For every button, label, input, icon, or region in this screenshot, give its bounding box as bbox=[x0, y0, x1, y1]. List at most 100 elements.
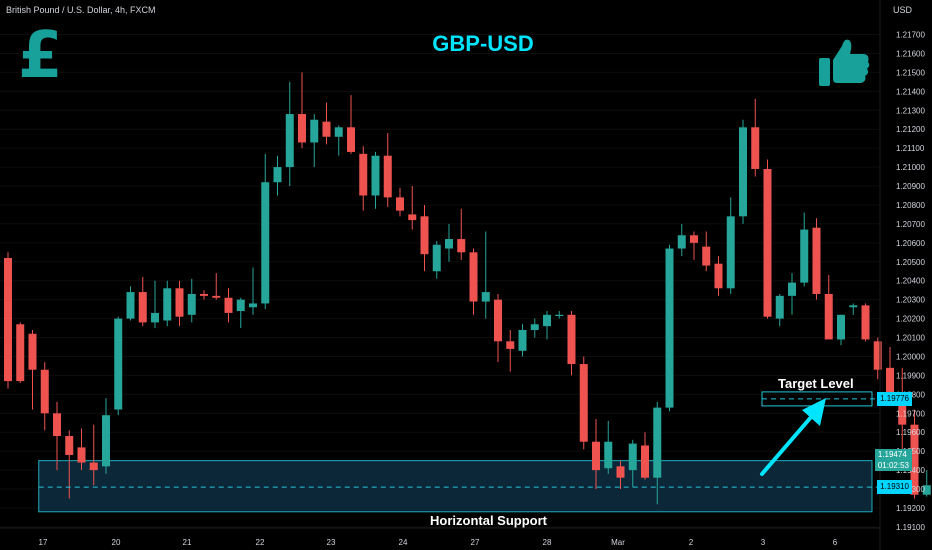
candle-body[interactable] bbox=[200, 293, 208, 296]
candle-body[interactable] bbox=[800, 229, 809, 283]
candle-body[interactable] bbox=[910, 424, 919, 495]
candle-body[interactable] bbox=[187, 293, 196, 315]
candle-body[interactable] bbox=[824, 293, 833, 340]
instrument-header: British Pound / U.S. Dollar, 4h, FXCM bbox=[6, 5, 156, 15]
candle-body[interactable] bbox=[714, 263, 723, 289]
candle-body[interactable] bbox=[873, 341, 882, 370]
candle-body[interactable] bbox=[359, 153, 368, 196]
candle-body[interactable] bbox=[543, 314, 551, 327]
candle-body[interactable] bbox=[273, 167, 282, 183]
x-tick-label: 2 bbox=[689, 538, 694, 547]
candle-body[interactable] bbox=[102, 415, 110, 467]
candle-body[interactable] bbox=[481, 292, 490, 302]
candle-body[interactable] bbox=[89, 462, 98, 471]
candle-body[interactable] bbox=[751, 127, 760, 169]
candle-body[interactable] bbox=[151, 312, 159, 323]
candle-body[interactable] bbox=[445, 239, 453, 249]
candle-body[interactable] bbox=[163, 288, 172, 321]
candle-body[interactable] bbox=[77, 447, 86, 463]
candle-body[interactable] bbox=[175, 288, 184, 317]
candle-body[interactable] bbox=[861, 305, 870, 340]
candle-body[interactable] bbox=[775, 295, 784, 319]
y-tick-label: 1.20200 bbox=[896, 315, 925, 324]
candle-body[interactable] bbox=[677, 235, 686, 249]
candle-body[interactable] bbox=[641, 445, 649, 478]
candle-body[interactable] bbox=[420, 216, 429, 255]
y-tick-label: 1.19100 bbox=[896, 523, 925, 532]
candle-body[interactable] bbox=[653, 407, 662, 478]
candle-body[interactable] bbox=[212, 295, 221, 298]
candle-body[interactable] bbox=[665, 248, 674, 408]
candle-body[interactable] bbox=[457, 239, 466, 253]
candle-body[interactable] bbox=[28, 333, 37, 370]
target-price-tag: 1.19776 bbox=[877, 391, 912, 406]
candle-body[interactable] bbox=[763, 168, 772, 317]
candle-body[interactable] bbox=[138, 292, 147, 323]
candle-body[interactable] bbox=[334, 127, 343, 137]
candle-body[interactable] bbox=[506, 341, 515, 349]
y-tick-label: 1.20000 bbox=[896, 352, 925, 361]
candle-body[interactable] bbox=[53, 413, 61, 437]
candle-body[interactable] bbox=[310, 119, 319, 143]
candle-body[interactable] bbox=[432, 244, 441, 272]
y-tick-label: 1.20400 bbox=[896, 277, 925, 286]
candle-body[interactable] bbox=[298, 114, 306, 143]
candle-body[interactable] bbox=[592, 441, 600, 471]
candle-body[interactable] bbox=[396, 197, 404, 211]
candle-body[interactable] bbox=[898, 394, 907, 425]
candle-body[interactable] bbox=[261, 182, 270, 304]
candle-body[interactable] bbox=[518, 329, 527, 351]
candle-body[interactable] bbox=[922, 485, 931, 495]
support-zone-label: Horizontal Support bbox=[430, 512, 547, 528]
x-tick-label: Mar bbox=[611, 538, 625, 547]
candle-body[interactable] bbox=[236, 299, 245, 312]
candle-body[interactable] bbox=[739, 127, 747, 217]
candle-body[interactable] bbox=[285, 114, 294, 168]
candle-body[interactable] bbox=[371, 155, 380, 196]
candle-body[interactable] bbox=[224, 297, 233, 313]
candle-body[interactable] bbox=[690, 235, 698, 243]
candle-body[interactable] bbox=[812, 227, 821, 294]
y-tick-label: 1.20500 bbox=[896, 258, 925, 267]
candle-body[interactable] bbox=[530, 324, 539, 330]
candle-body[interactable] bbox=[347, 127, 355, 152]
x-tick-label: 27 bbox=[471, 538, 480, 547]
candle-body[interactable] bbox=[65, 436, 74, 455]
y-tick-label: 1.21600 bbox=[896, 49, 925, 58]
x-tick-label: 17 bbox=[39, 538, 48, 547]
y-tick-label: 1.21400 bbox=[896, 87, 925, 96]
support-zone[interactable] bbox=[38, 460, 873, 513]
candle-body[interactable] bbox=[40, 369, 49, 414]
candle-body[interactable] bbox=[616, 466, 625, 478]
candle-body[interactable] bbox=[886, 367, 894, 395]
y-tick-label: 1.20600 bbox=[896, 239, 925, 248]
candle-body[interactable] bbox=[16, 324, 25, 382]
candle-body[interactable] bbox=[849, 305, 858, 308]
candle-body[interactable] bbox=[837, 314, 845, 340]
candle-body[interactable] bbox=[408, 214, 417, 221]
candle-body[interactable] bbox=[604, 441, 613, 469]
y-tick-label: 1.21300 bbox=[896, 106, 925, 115]
candle-body[interactable] bbox=[469, 252, 478, 302]
y-tick-label: 1.20800 bbox=[896, 201, 925, 210]
candle-body[interactable] bbox=[322, 121, 331, 137]
candle-body[interactable] bbox=[702, 246, 711, 266]
arrow-head-icon bbox=[802, 398, 826, 426]
candle-body[interactable] bbox=[4, 257, 12, 382]
y-tick-label: 1.20100 bbox=[896, 334, 925, 343]
candle-body[interactable] bbox=[726, 216, 735, 289]
candle-body[interactable] bbox=[383, 155, 392, 198]
candle-body[interactable] bbox=[114, 318, 123, 410]
candle-body[interactable] bbox=[126, 292, 135, 319]
candle-body[interactable] bbox=[494, 299, 502, 342]
candle-body[interactable] bbox=[249, 303, 257, 308]
candle-body[interactable] bbox=[567, 314, 576, 365]
candle-body[interactable] bbox=[555, 314, 564, 317]
candle-body[interactable] bbox=[788, 282, 796, 296]
y-tick-label: 1.21000 bbox=[896, 163, 925, 172]
x-tick-label: 22 bbox=[256, 538, 265, 547]
candle-body[interactable] bbox=[579, 364, 588, 442]
candle-body[interactable] bbox=[628, 443, 637, 471]
